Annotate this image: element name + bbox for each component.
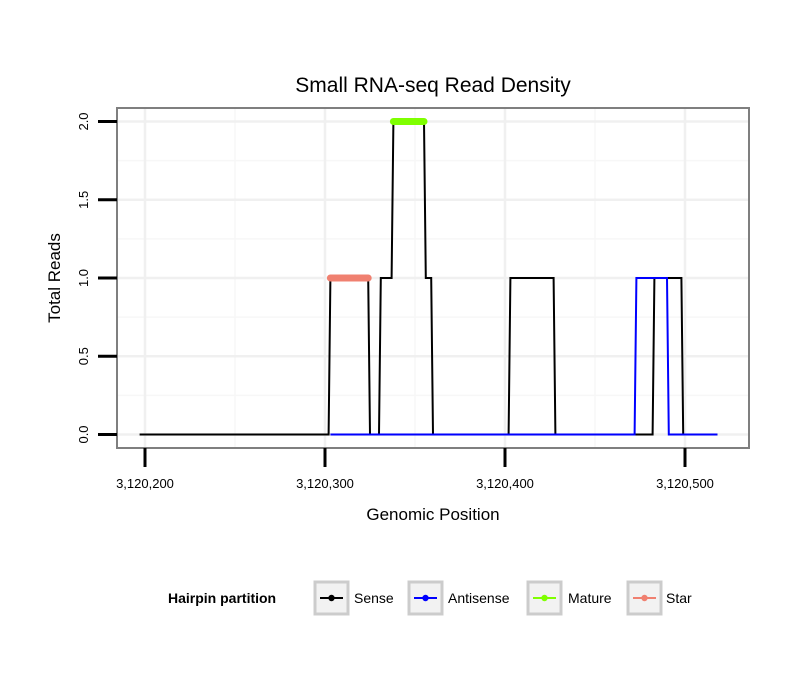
series-line-antisense [330,277,718,436]
legend-title: Hairpin partition [168,590,276,606]
legend-label: Antisense [448,590,510,606]
y-tick-label: 1.5 [76,191,91,209]
y-tick-label: 2.0 [76,112,91,130]
y-tick-label: 0.5 [76,347,91,365]
legend-label: Star [666,590,692,606]
legend-label: Mature [568,590,612,606]
legend-key-dot [328,594,335,602]
axes: 0.0 0.5 1.0 1.5 2.0 3,120,200 3,120,300 3,120,4… [76,112,714,491]
legend: Hairpin partition Sense Antisense Mature St… [168,580,692,616]
legend-key-dot [422,594,429,602]
series-line-sense [139,120,718,436]
y-axis-title: Total Reads [45,233,64,323]
legend-key-dot [541,594,548,602]
legend-item-sense: Sense [313,580,394,616]
series-layer [139,118,718,436]
x-tick-label: 3,120,400 [476,476,534,491]
y-tick-label: 1.0 [76,269,91,287]
chart-title: Small RNA-seq Read Density [295,74,571,97]
legend-item-star: Star [626,580,692,616]
legend-label: Sense [354,590,394,606]
legend-item-mature: Mature [526,580,612,616]
x-tick-label: 3,120,200 [116,476,174,491]
x-axis-title: Genomic Position [366,505,499,524]
y-tick-label: 0.0 [76,425,91,443]
x-tick-label: 3,120,500 [656,476,714,491]
legend-item-antisense: Antisense [407,580,510,616]
legend-key-dot [641,594,648,602]
x-tick-label: 3,120,300 [296,476,354,491]
